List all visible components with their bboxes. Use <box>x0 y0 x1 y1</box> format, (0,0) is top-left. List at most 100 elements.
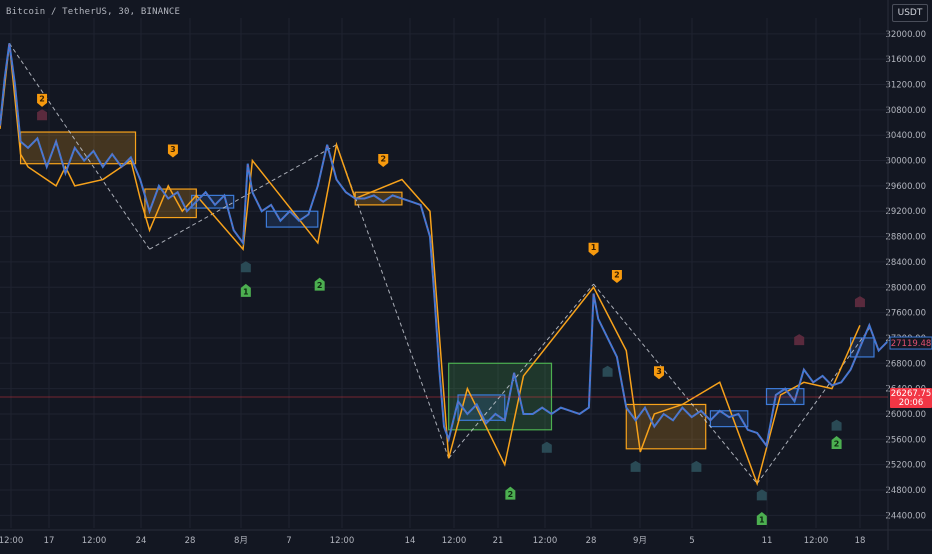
marker-shape <box>854 296 865 308</box>
dashed-trend-line <box>593 283 758 484</box>
marker-shape <box>588 242 599 256</box>
dashed-trend-line <box>149 144 337 250</box>
marker-shape <box>505 486 516 500</box>
y-tick-label: 31200.00 <box>885 81 926 91</box>
marker-label: 2 <box>508 490 514 499</box>
price-series-line <box>0 43 889 449</box>
marker-shape <box>831 419 842 431</box>
marker-orange: 1 <box>588 242 599 256</box>
dashed-trend-line <box>756 328 870 484</box>
marker-label: 2 <box>317 281 323 290</box>
x-tick-label: 12:00 <box>533 536 558 546</box>
x-tick-label: 17 <box>44 536 55 546</box>
marker-shape <box>602 365 613 377</box>
y-tick-label: 26000.00 <box>885 410 926 420</box>
y-tick-label: 25600.00 <box>885 435 926 445</box>
marker-shape <box>541 441 552 453</box>
y-tick-label: 29600.00 <box>885 182 926 192</box>
marker-green: 2 <box>505 486 516 500</box>
marker-shape <box>831 435 842 449</box>
y-tick-label: 24400.00 <box>885 511 926 521</box>
marker-label: 3 <box>656 367 662 376</box>
grid-layer <box>0 18 888 528</box>
marker-green: 1 <box>240 283 251 297</box>
marker-shape <box>167 144 178 158</box>
x-tick-label: 9月 <box>633 536 647 546</box>
marker-shape <box>653 366 664 380</box>
marker-shape <box>37 93 48 107</box>
x-tick-label: 12:00 <box>330 536 355 546</box>
x-tick-label: 12:00 <box>82 536 107 546</box>
marker-shape <box>37 109 48 121</box>
y-tick-label: 24800.00 <box>885 486 926 496</box>
x-tick-label: 11 <box>762 536 773 546</box>
last-price-label: 27119.48 <box>891 339 932 349</box>
marker-orange: 2 <box>611 269 622 283</box>
x-tick-label: 12:00 <box>804 536 829 546</box>
y-tick-label: 27600.00 <box>885 309 926 319</box>
current-price-badge <box>890 387 932 408</box>
y-tick-label: 32000.00 <box>885 30 926 40</box>
x-tick-label: 14 <box>405 536 416 546</box>
x-tick-label: 18 <box>855 536 866 546</box>
marker-teal <box>630 460 641 472</box>
marker-teal <box>240 261 251 273</box>
zigzag-line <box>0 43 861 487</box>
x-tick-label: 24 <box>136 536 147 546</box>
marker-label: 1 <box>591 243 597 252</box>
marker-label: 2 <box>614 270 620 279</box>
marker-shape <box>611 269 622 283</box>
marker-shape <box>630 460 641 472</box>
marker-shape <box>756 489 767 501</box>
x-tick-label: 12:00 <box>442 536 467 546</box>
marker-label: 2 <box>39 94 45 103</box>
marker-green: 2 <box>314 277 325 291</box>
current-price-label: 26267.75 <box>891 389 932 399</box>
marker-label: 2 <box>380 155 386 164</box>
marker-orange: 3 <box>167 144 178 158</box>
zigzag-layer <box>0 43 861 487</box>
y-tick-label: 28400.00 <box>885 258 926 268</box>
marker-orange: 2 <box>37 93 48 107</box>
marker-shape <box>314 277 325 291</box>
marker-shape <box>794 334 805 346</box>
y-tick-label: 25200.00 <box>885 461 926 471</box>
y-tick-label: 28800.00 <box>885 233 926 243</box>
x-tick-label: 5 <box>689 536 694 546</box>
dashed-trend-line <box>448 283 594 459</box>
marker-shape <box>240 261 251 273</box>
price-layer <box>0 43 889 449</box>
y-tick-label: 26800.00 <box>885 359 926 369</box>
box-layer <box>19 131 875 450</box>
marker-teal <box>756 489 767 501</box>
x-tick-label: 28 <box>586 536 597 546</box>
marker-green: 1 <box>756 511 767 525</box>
price-series-overlay <box>0 43 889 447</box>
currency-button[interactable]: USDT <box>892 4 928 22</box>
countdown-label: 20:06 <box>899 398 924 408</box>
marker-label: 2 <box>834 439 840 448</box>
y-tick-label: 28000.00 <box>885 283 926 293</box>
marker-shape <box>756 511 767 525</box>
y-tick-label: 30000.00 <box>885 157 926 167</box>
x-tick-label: 7 <box>286 536 291 546</box>
marker-teal <box>831 419 842 431</box>
marker-green: 2 <box>831 435 842 449</box>
marker-teal <box>691 460 702 472</box>
x-tick-label: 8月 <box>234 536 248 546</box>
marker-label: 1 <box>759 515 765 524</box>
marker-shape <box>240 283 251 297</box>
x-tick-label: 28 <box>185 536 196 546</box>
x-tick-label: 21 <box>493 536 504 546</box>
last-price-badge <box>889 336 932 350</box>
marker-shape <box>691 460 702 472</box>
marker-teal <box>541 441 552 453</box>
marker-maroon <box>794 334 805 346</box>
marker-shape <box>378 154 389 168</box>
marker-label: 3 <box>170 145 176 154</box>
marker-maroon <box>854 296 865 308</box>
y-tick-label: 30400.00 <box>885 131 926 141</box>
